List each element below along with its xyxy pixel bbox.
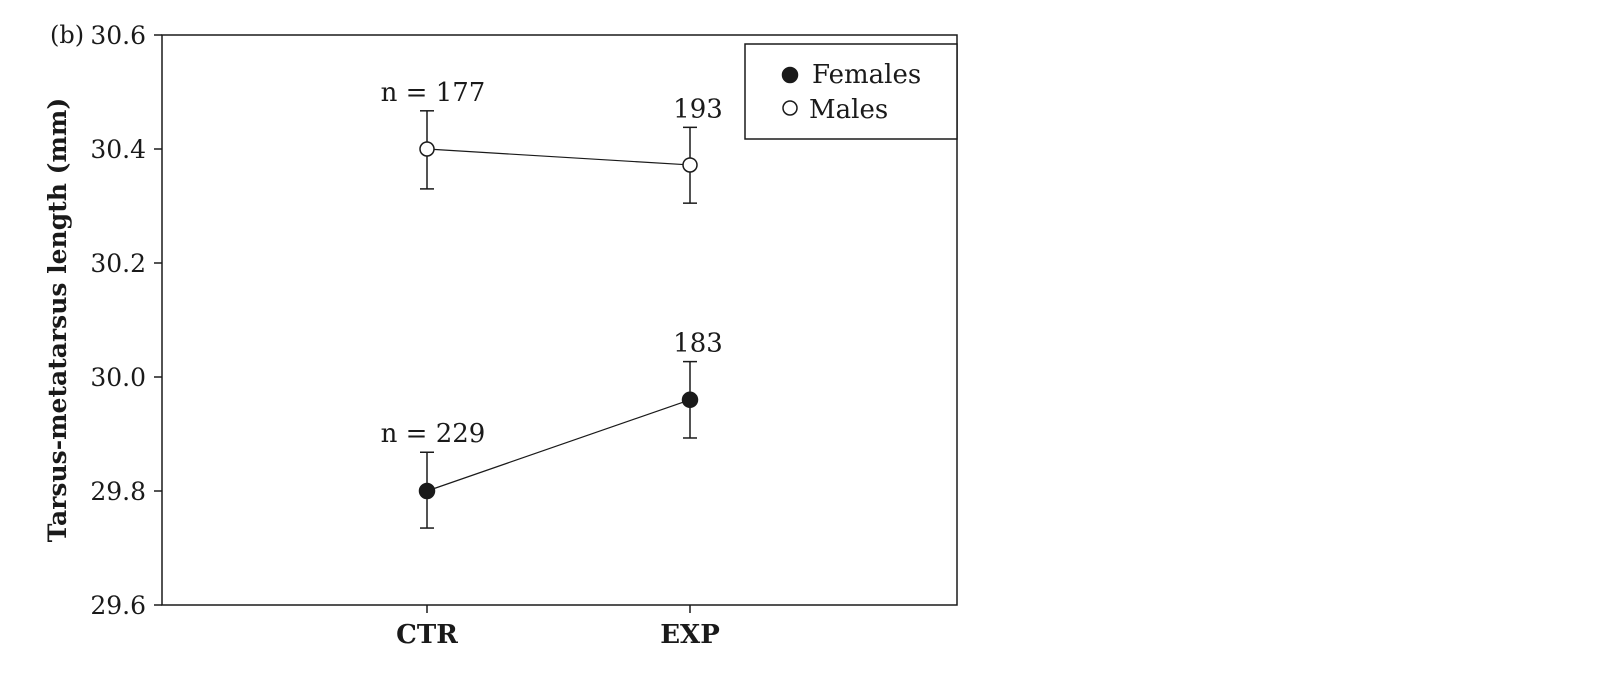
- y-tick-label: 30.6: [90, 21, 146, 50]
- legend-label-males: Males: [809, 95, 888, 125]
- x-tick-label: CTR: [396, 620, 458, 650]
- n-label: n = 229: [381, 419, 486, 449]
- panel-label: (b): [50, 21, 84, 49]
- data-point: [681, 391, 699, 409]
- n-label: n = 177: [381, 78, 486, 108]
- plot-frame: [161, 34, 958, 606]
- legend-label-females: Females: [812, 60, 921, 90]
- y-tick-label: 30.0: [90, 363, 146, 392]
- x-tick-label: EXP: [660, 620, 720, 650]
- n-label: 193: [673, 94, 723, 124]
- y-tick-label: 30.4: [90, 135, 146, 164]
- legend-box: [744, 43, 958, 140]
- legend-marker-males: [782, 100, 798, 116]
- y-axis: 29.6 29.8 30.0 30.2 30.4 30.6: [90, 21, 162, 620]
- data-point: [682, 157, 698, 173]
- series-layer: n = 229 183 n = 177 193: [381, 78, 723, 529]
- x-axis: CTR EXP: [396, 605, 720, 650]
- n-label: 183: [673, 329, 723, 359]
- data-point: [419, 141, 435, 157]
- legend-marker-females: [781, 66, 799, 84]
- series-line-0: [426, 399, 691, 492]
- legend: Females Males: [744, 43, 958, 140]
- y-axis-label: Tarsus-metatarsus length (mm): [43, 98, 72, 542]
- series-line-1: [426, 148, 691, 166]
- y-tick-label: 29.8: [90, 477, 146, 506]
- data-point: [418, 482, 436, 500]
- y-tick-label: 29.6: [90, 591, 146, 620]
- y-tick-label: 30.2: [90, 249, 146, 278]
